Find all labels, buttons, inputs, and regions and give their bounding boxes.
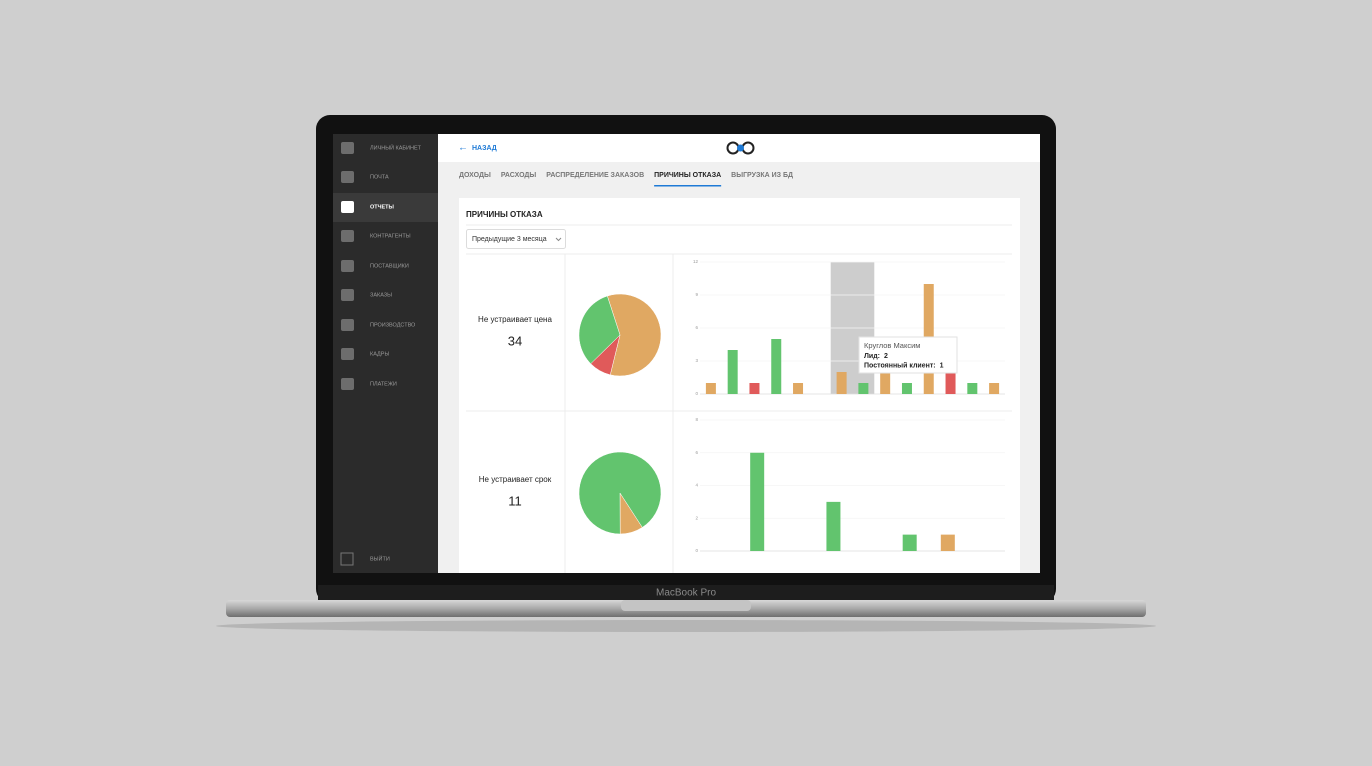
select-caret xyxy=(555,237,562,242)
y-tick-label: 9 xyxy=(695,292,698,297)
bezel-chin xyxy=(318,585,1054,601)
sidebar-icon xyxy=(341,171,354,183)
reason-label: Не устраивает срок xyxy=(479,475,552,484)
bar xyxy=(901,383,912,394)
reason-count: 11 xyxy=(508,493,522,508)
panel-title: ПРИЧИНЫ ОТКАЗА xyxy=(466,210,543,219)
reason-count: 34 xyxy=(508,333,522,348)
sidebar-item[interactable]: ЛИЧНЫЙ КАБИНЕТ xyxy=(370,143,422,151)
bar xyxy=(902,534,917,551)
device-label: MacBook Pro xyxy=(656,588,716,599)
tab[interactable]: РАСПРЕДЕЛЕНИЕ ЗАКАЗОВ xyxy=(546,172,644,179)
sidebar-item[interactable]: ПОСТАВЩИКИ xyxy=(370,263,409,269)
rows xyxy=(466,253,1012,573)
pie-slice xyxy=(578,295,621,365)
reason-label: Не устраивает цена xyxy=(478,315,552,324)
sidebar-icon xyxy=(341,289,354,301)
back-arrow[interactable]: ← xyxy=(458,143,468,154)
logout-icon xyxy=(340,552,354,566)
y-tick-label: 2 xyxy=(695,515,698,520)
sidebar-item[interactable]: КОНТРАГЕНТЫ xyxy=(370,233,411,239)
bar xyxy=(749,383,760,394)
tooltip-value: 2 xyxy=(884,353,888,360)
logo-dot xyxy=(737,144,744,152)
sidebar-icon xyxy=(341,201,354,213)
tooltip-title: Круглов Максим xyxy=(864,341,920,350)
sidebar-icon xyxy=(341,230,354,242)
sidebar-item[interactable]: ПОЧТА xyxy=(370,174,389,180)
sidebar-item[interactable]: ПЛАТЕЖИ xyxy=(370,381,397,387)
bar xyxy=(750,452,765,551)
bar xyxy=(967,383,978,394)
bar xyxy=(705,383,716,394)
sidebar-icon xyxy=(341,319,354,331)
pie-slice xyxy=(607,293,662,377)
tooltip-label: Лид: xyxy=(864,353,880,360)
bar xyxy=(880,372,891,394)
y-tick-label: 3 xyxy=(695,358,698,363)
y-tick-label: 8 xyxy=(695,417,698,422)
back-link[interactable]: НАЗАД xyxy=(472,145,497,152)
bar xyxy=(940,534,955,551)
tab[interactable]: РАСХОДЫ xyxy=(501,172,537,179)
base-notch xyxy=(621,600,751,611)
bar xyxy=(826,501,841,551)
y-tick-label: 12 xyxy=(693,259,699,264)
bar xyxy=(727,350,738,394)
bar xyxy=(945,372,956,394)
tooltip-value: 1 xyxy=(940,362,944,369)
bar xyxy=(858,383,869,394)
tab[interactable]: ДОХОДЫ xyxy=(459,172,491,179)
sidebar-item[interactable]: КАДРЫ xyxy=(370,351,389,357)
sidebar-icon xyxy=(341,142,354,154)
sidebar-item[interactable]: ПРОИЗВОДСТВО xyxy=(370,322,416,328)
sidebar-logout[interactable]: ВЫЙТИ xyxy=(370,554,390,562)
tab[interactable]: ВЫГРУЗКА ИЗ БД xyxy=(731,172,793,179)
bar xyxy=(836,372,847,394)
sidebar-icon xyxy=(341,260,354,272)
tab-underline xyxy=(654,185,722,187)
y-tick-label: 6 xyxy=(695,325,698,330)
y-tick-label: 0 xyxy=(695,548,698,553)
bar xyxy=(989,383,1000,394)
y-tick-label: 6 xyxy=(695,450,698,455)
period-select[interactable] xyxy=(466,229,566,249)
y-tick-label: 4 xyxy=(695,483,698,488)
sidebar-icon xyxy=(341,378,354,390)
pie-slice xyxy=(578,451,662,535)
tab[interactable]: ПРИЧИНЫ ОТКАЗА xyxy=(654,172,721,179)
tooltip-label: Постоянный клиент: xyxy=(864,361,936,369)
shadow xyxy=(216,620,1156,632)
period-select-text[interactable]: Предыдущие 3 месяца xyxy=(472,236,547,243)
sidebar-icon xyxy=(341,348,354,360)
logo xyxy=(726,141,755,155)
bar xyxy=(771,339,782,394)
y-tick-label: 0 xyxy=(695,391,698,396)
bar xyxy=(793,383,804,394)
tooltip xyxy=(858,336,958,374)
sidebar-item[interactable]: ОТЧЕТЫ xyxy=(370,204,395,210)
sidebar-item[interactable]: ЗАКАЗЫ xyxy=(370,292,392,298)
